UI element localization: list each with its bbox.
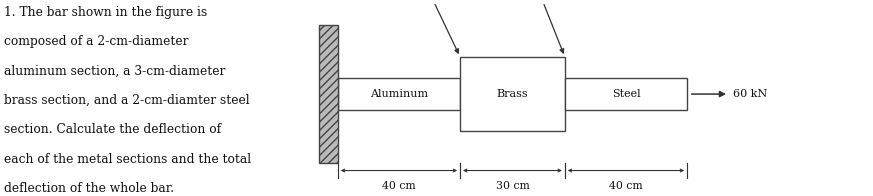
Text: Steel: Steel bbox=[612, 89, 640, 99]
Text: 40 cm: 40 cm bbox=[382, 181, 416, 191]
Text: 1. The bar shown in the figure is: 1. The bar shown in the figure is bbox=[4, 6, 208, 19]
Text: 60 kN: 60 kN bbox=[733, 89, 767, 99]
Text: 30 cm: 30 cm bbox=[496, 181, 529, 191]
Text: 40 cm: 40 cm bbox=[609, 181, 643, 191]
Text: brass section, and a 2-cm-diamter steel: brass section, and a 2-cm-diamter steel bbox=[4, 94, 250, 107]
Bar bbox=[460, 57, 565, 131]
Text: Aluminum: Aluminum bbox=[370, 89, 428, 99]
Bar bbox=[338, 78, 460, 110]
Text: deflection of the whole bar.: deflection of the whole bar. bbox=[4, 182, 175, 195]
Text: Brass: Brass bbox=[497, 89, 528, 99]
Text: each of the metal sections and the total: each of the metal sections and the total bbox=[4, 153, 251, 166]
Bar bbox=[565, 78, 687, 110]
Text: composed of a 2-cm-diameter: composed of a 2-cm-diameter bbox=[4, 35, 189, 48]
Text: aluminum section, a 3-cm-diameter: aluminum section, a 3-cm-diameter bbox=[4, 65, 226, 78]
Bar bbox=[319, 25, 338, 163]
Text: section. Calculate the deflection of: section. Calculate the deflection of bbox=[4, 123, 222, 136]
